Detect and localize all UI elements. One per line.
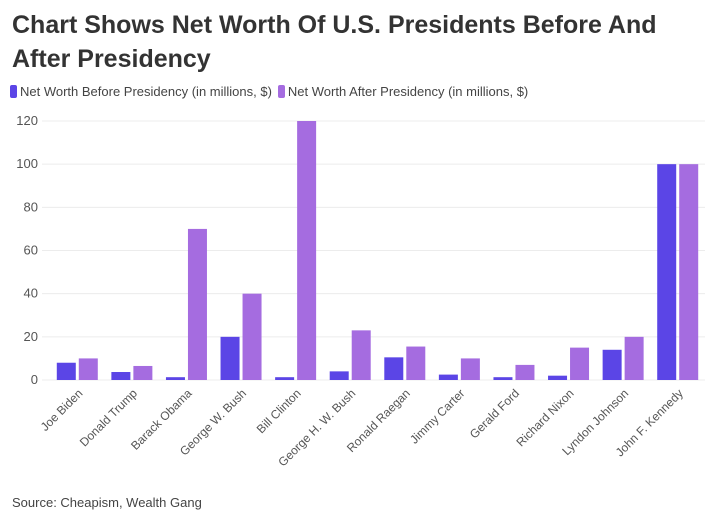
legend-label-after: Net Worth After Presidency (in millions,… [287, 84, 529, 99]
bar-before [384, 357, 404, 380]
legend-swatch-after [277, 85, 285, 98]
chart-title: Chart Shows Net Worth Of U.S. Presidents… [12, 11, 657, 73]
bar-before [657, 164, 677, 380]
bar-before [56, 362, 76, 380]
bar-after [133, 365, 153, 380]
bar-after [351, 330, 371, 380]
x-tick-label: Gerald Ford [467, 386, 522, 441]
bar-after [515, 364, 535, 380]
y-tick-label: 120 [16, 113, 38, 128]
legend-label-before: Net Worth Before Presidency (in millions… [20, 84, 272, 99]
legend: Net Worth Before Presidency (in millions… [10, 84, 528, 99]
y-tick-label: 0 [31, 372, 38, 387]
bar-after [242, 293, 262, 380]
bar-after [406, 346, 426, 380]
bar-before [165, 377, 185, 380]
x-tick-label: Jimmy Carter [407, 386, 467, 446]
bar-before [220, 336, 240, 380]
bar-before [548, 375, 568, 380]
y-tick-label: 20 [24, 329, 38, 344]
y-tick-label: 40 [24, 286, 38, 301]
x-tick-label: Bill Clinton [254, 386, 304, 436]
bar-before [493, 377, 513, 380]
bar-before [329, 371, 349, 380]
y-tick-label: 60 [24, 243, 38, 258]
bar-after [187, 228, 207, 380]
bar-before [275, 377, 295, 380]
source-note: Source: Cheapism, Wealth Gang [12, 495, 202, 510]
bar-after [570, 347, 590, 380]
bar-before [602, 349, 622, 380]
bar-after [297, 121, 317, 380]
bar-after [78, 358, 98, 380]
legend-swatch-before [10, 85, 17, 98]
bar-before [111, 372, 131, 380]
legend-item-before: Net Worth Before Presidency (in millions… [10, 84, 272, 99]
x-tick-label: Joe Biden [38, 386, 86, 434]
bar-before [438, 374, 458, 380]
bar-after [460, 358, 480, 380]
y-tick-label: 80 [24, 199, 38, 214]
bar-after [624, 336, 644, 380]
y-tick-label: 100 [16, 156, 38, 171]
legend-item-after: Net Worth After Presidency (in millions,… [277, 84, 529, 99]
bar-after [679, 164, 699, 380]
